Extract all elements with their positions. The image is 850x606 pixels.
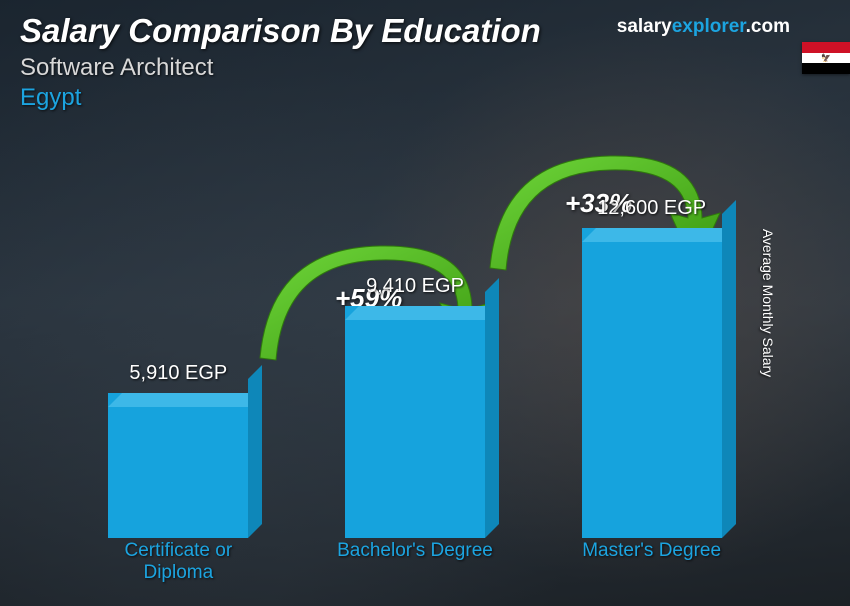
bar-group-0: 5,910 EGP: [88, 362, 268, 538]
bar-1: [345, 306, 485, 538]
chart-subtitle: Software Architect: [20, 54, 830, 82]
flag-emblem-icon: 🦅: [821, 54, 831, 63]
bar-2: [582, 228, 722, 538]
bar-value-2: 12,600 EGP: [597, 197, 706, 220]
site-accent: explorer: [672, 16, 746, 37]
bar-0: [108, 393, 248, 538]
bar-value-1: 9,410 EGP: [366, 275, 464, 298]
flag-stripe-top: [802, 42, 850, 53]
site-suffix: .com: [746, 16, 790, 37]
bars-container: 5,910 EGP 9,410 EGP 12,600 EGP: [60, 158, 770, 538]
x-label-0: Certificate or Diploma: [88, 540, 268, 588]
site-prefix: salary: [617, 16, 672, 37]
bar-chart: +59% +33% 5,910 EGP 9,410 EGP: [60, 98, 770, 588]
flag-stripe-bot: [802, 63, 850, 74]
x-labels: Certificate or Diploma Bachelor's Degree…: [60, 540, 770, 588]
site-brand: salaryexplorer.com: [617, 16, 790, 38]
x-label-1: Bachelor's Degree: [325, 540, 505, 588]
country-flag: 🦅: [802, 42, 850, 74]
bar-group-2: 12,600 EGP: [562, 197, 742, 538]
bar-value-0: 5,910 EGP: [129, 362, 227, 385]
x-label-2: Master's Degree: [562, 540, 742, 588]
bar-group-1: 9,410 EGP: [325, 275, 505, 538]
flag-stripe-mid: 🦅: [802, 53, 850, 64]
